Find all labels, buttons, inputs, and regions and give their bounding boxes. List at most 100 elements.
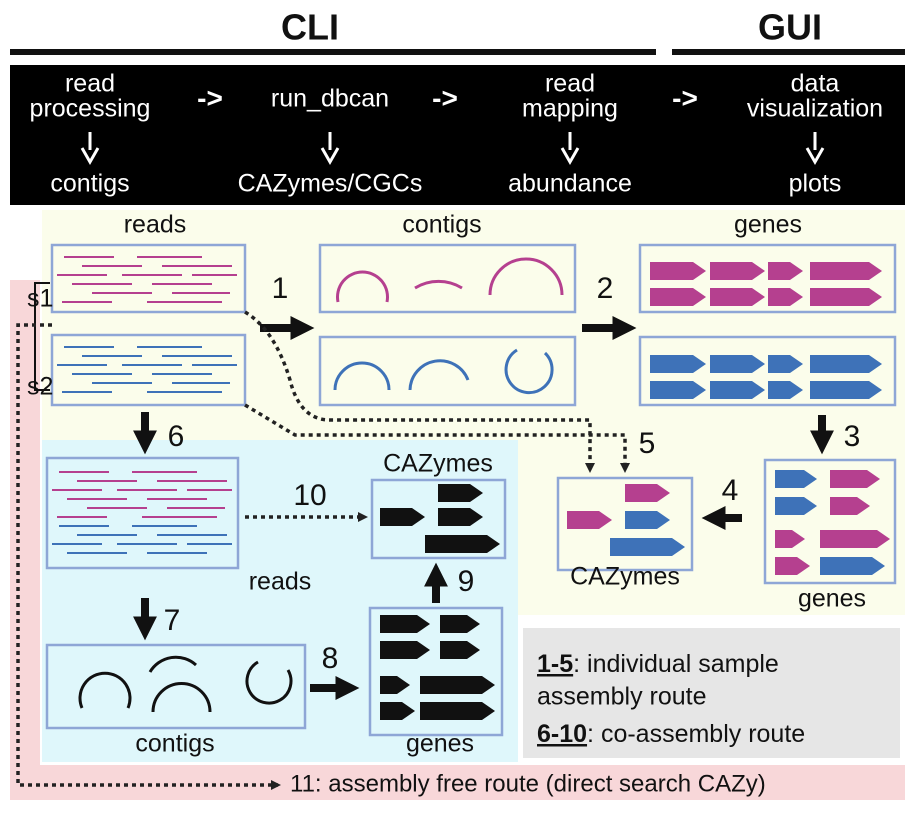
step-number: 4: [722, 474, 739, 507]
legend-line: 6-10: co-assembly route: [537, 720, 805, 748]
gene: [610, 538, 685, 556]
gene: [650, 262, 706, 280]
gene: [768, 262, 803, 280]
step-number: 8: [322, 642, 339, 675]
merged-genes-label: genes: [798, 585, 866, 613]
step-number: 1: [272, 272, 289, 305]
legend-text: assembly route: [537, 683, 707, 711]
co-genes-label: genes: [406, 730, 474, 758]
contig: [336, 270, 389, 303]
contigs-s2-box: [318, 335, 577, 407]
step-name: processing: [30, 95, 151, 123]
legend-box: [523, 628, 900, 758]
reads-s1-box: [50, 243, 247, 314]
gene: [380, 702, 415, 720]
step-output: contigs: [50, 170, 129, 198]
step-name: run_dbcan: [271, 85, 389, 113]
free-route-bar: [10, 765, 905, 800]
gene: [768, 381, 803, 399]
step-number: 2: [597, 272, 614, 305]
contig: [333, 361, 391, 391]
step-name: mapping: [522, 95, 618, 123]
step-number: 5: [639, 427, 656, 460]
gene: [775, 497, 817, 515]
legend-text: : co-assembly route: [587, 720, 805, 748]
footer-text: 11: assembly free route (direct search C…: [290, 770, 766, 797]
gene: [810, 262, 882, 280]
step-output: plots: [789, 170, 842, 198]
gene: [768, 355, 803, 373]
gene: [830, 497, 870, 515]
contig: [245, 660, 293, 705]
co-reads-box: [45, 456, 240, 570]
gene: [420, 676, 495, 694]
gene: [810, 288, 882, 306]
cli-title: CLI: [281, 7, 339, 48]
co-cazymes-box: [370, 478, 507, 560]
dotted-11: [16, 323, 281, 790]
gene: [425, 535, 500, 553]
down-arrow: [560, 132, 580, 166]
step-name: read: [65, 70, 115, 98]
reads-label: reads: [124, 211, 187, 239]
gene: [650, 288, 706, 306]
separator: ->: [672, 82, 698, 113]
contig: [148, 655, 198, 673]
gene: [775, 470, 817, 488]
step-name: visualization: [747, 95, 883, 123]
co-genes-box: [368, 606, 504, 737]
step-output: CAZymes/CGCs: [238, 170, 423, 198]
gui-title: GUI: [758, 7, 822, 48]
gene: [438, 508, 483, 526]
gene: [420, 702, 495, 720]
gene: [380, 641, 430, 659]
gene: [830, 470, 880, 488]
gene: [710, 355, 765, 373]
gene: [775, 530, 805, 548]
gene: [650, 355, 706, 373]
step-name: data: [791, 70, 840, 98]
gene: [625, 511, 670, 529]
contig: [151, 682, 212, 713]
gene: [567, 511, 612, 529]
contig: [488, 257, 564, 296]
legend-line: 1-5: individual sample: [537, 650, 779, 678]
legend-text: : individual sample: [573, 650, 779, 678]
co-reads-label: reads: [249, 568, 312, 596]
step-number: 7: [164, 604, 181, 637]
contigs-label: contigs: [402, 211, 481, 239]
contig: [78, 671, 132, 709]
gene: [440, 615, 480, 633]
s2-label: s2: [27, 373, 53, 401]
step-number: 10: [293, 479, 326, 512]
gene: [775, 557, 810, 575]
co-contigs-label: contigs: [135, 730, 214, 758]
legend-key: 6-10: [537, 720, 587, 748]
cazymes-label: CAZymes: [570, 563, 680, 591]
step-name: read: [545, 70, 595, 98]
gene: [820, 530, 890, 548]
gene: [380, 508, 425, 526]
down-arrow: [80, 132, 100, 166]
co-contigs-box: [45, 643, 307, 730]
separator: ->: [432, 82, 458, 113]
down-arrow: [805, 132, 825, 166]
down-arrow: [320, 132, 340, 166]
genes-s1-box: [638, 243, 897, 314]
s1-label: s1: [27, 285, 53, 313]
gene: [810, 355, 882, 373]
step-number: 3: [844, 420, 861, 453]
contig: [504, 348, 554, 395]
gene: [820, 557, 885, 575]
gene: [650, 381, 706, 399]
genes-s2-box: [638, 335, 897, 407]
gene: [768, 288, 803, 306]
gene: [710, 381, 765, 399]
sample-bracket: [34, 282, 50, 391]
contigs-s1-box: [318, 243, 577, 314]
step-number: 6: [168, 420, 185, 453]
contig: [408, 359, 470, 391]
step-output: abundance: [508, 170, 632, 198]
legend-key: 1-5: [537, 650, 573, 678]
